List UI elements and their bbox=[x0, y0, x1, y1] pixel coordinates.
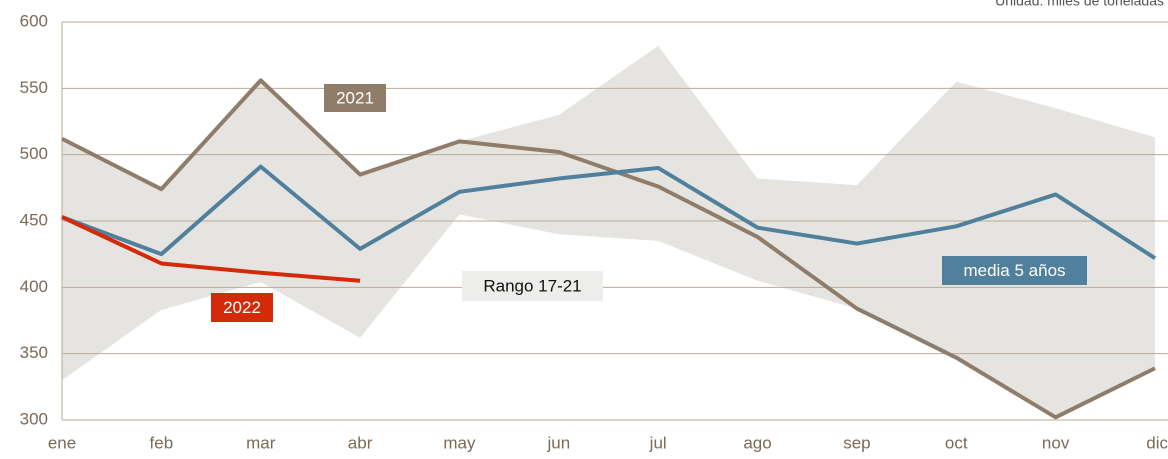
x-tick-label: jun bbox=[546, 433, 570, 452]
series-label-box bbox=[324, 84, 386, 112]
series-label-box bbox=[211, 293, 273, 322]
x-tick-label: jul bbox=[649, 433, 667, 452]
x-tick-label: ene bbox=[48, 433, 76, 452]
series-label-box bbox=[942, 256, 1087, 285]
x-tick-label: abr bbox=[348, 433, 373, 452]
x-tick-label: nov bbox=[1042, 433, 1070, 452]
y-tick-label: 600 bbox=[20, 11, 48, 30]
x-tick-label: sep bbox=[843, 433, 870, 452]
series-line bbox=[61, 215, 361, 283]
y-tick-label: 500 bbox=[20, 144, 48, 163]
range-label: Rango 17-21 bbox=[483, 276, 581, 295]
unit-note: Unidad: miles de toneladas bbox=[995, 0, 1164, 9]
series-label: 2021 bbox=[336, 88, 374, 107]
range-label-box bbox=[462, 271, 603, 301]
range-band bbox=[62, 45, 1155, 418]
series-label: 2022 bbox=[223, 298, 261, 317]
y-tick-label: 450 bbox=[20, 210, 48, 229]
y-tick-label: 350 bbox=[20, 343, 48, 362]
series-label: media 5 años bbox=[963, 261, 1065, 280]
x-tick-label: oct bbox=[945, 433, 968, 452]
x-tick-label: may bbox=[443, 433, 476, 452]
x-tick-label: feb bbox=[150, 433, 174, 452]
y-tick-label: 300 bbox=[20, 409, 48, 428]
y-tick-label: 400 bbox=[20, 277, 48, 296]
x-tick-label: ago bbox=[743, 433, 771, 452]
series-line bbox=[61, 164, 1157, 260]
y-tick-label: 550 bbox=[20, 78, 48, 97]
x-tick-label: dic bbox=[1146, 433, 1168, 452]
series-line bbox=[61, 78, 1156, 420]
x-tick-label: mar bbox=[246, 433, 276, 452]
